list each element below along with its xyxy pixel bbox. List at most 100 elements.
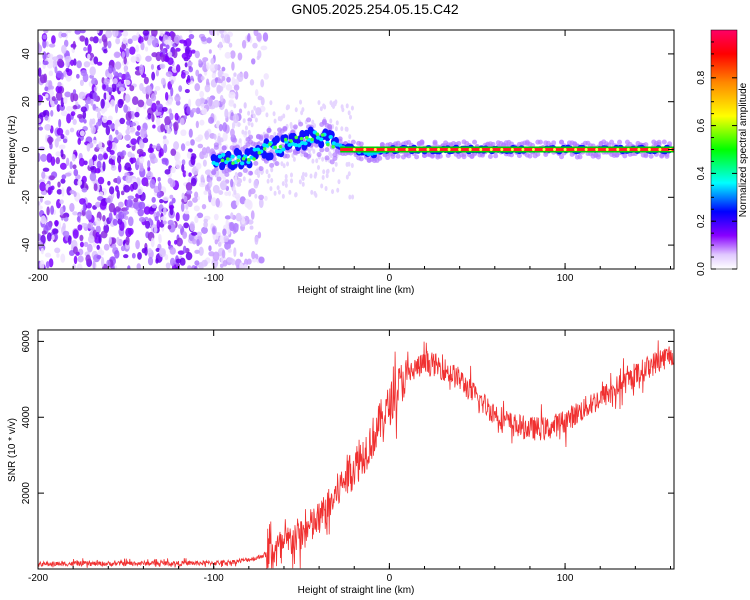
spectrogram-noise-mark: [166, 127, 172, 134]
spectrogram-halo-mark: [334, 161, 338, 167]
spectrogram-noise-mark: [143, 76, 149, 85]
spectrogram-halo-mark: [284, 173, 288, 179]
spectrogram-noise-mark: [147, 170, 152, 177]
spectrogram-noise-mark: [194, 191, 199, 199]
spectrogram-x-tick-label: 0: [387, 273, 393, 284]
spectrogram-noise-mark: [187, 148, 193, 153]
spectrogram-noise-mark: [131, 96, 139, 105]
spectrogram-y-tick-label: -40: [21, 237, 32, 252]
spectrogram-noise-mark: [169, 257, 176, 267]
spectrogram-noise-mark: [38, 146, 46, 151]
spectrogram-noise-mark: [239, 196, 246, 205]
spectrogram-ridge-halo: [643, 142, 649, 148]
spectrogram-noise-mark: [258, 198, 264, 209]
spectrogram-noise-mark: [156, 103, 164, 111]
spectrogram-noise-mark: [182, 231, 188, 239]
spectrogram-noise-mark: [146, 36, 153, 46]
spectrogram-noise-mark: [224, 108, 229, 119]
spectrogram-ridge-halo: [221, 145, 227, 151]
spectrogram-noise-mark: [88, 158, 94, 167]
spectrogram-halo-mark: [289, 172, 293, 178]
spectrogram-noise-mark: [170, 79, 174, 85]
spectrogram-noise-mark: [208, 245, 212, 252]
spectrogram-noise-mark: [103, 243, 110, 251]
spectrogram-ridge-halo: [316, 152, 322, 158]
spectrogram-noise-mark: [147, 256, 154, 266]
spectrogram-noise-mark: [77, 113, 84, 119]
spectrogram-core-yellow: [658, 148, 662, 151]
spectrogram-noise-mark: [62, 138, 68, 144]
spectrogram-noise-mark: [69, 202, 75, 212]
spectrogram-ridge-green: [289, 139, 293, 143]
spectrogram-ridge-halo: [385, 155, 391, 161]
spectrogram-ridge-halo: [269, 162, 275, 168]
colorbar-tick-label: 0.0: [696, 262, 707, 276]
spectrogram-noise-mark: [183, 195, 188, 203]
spectrogram-noise-mark: [147, 160, 151, 168]
spectrogram-noise-mark: [135, 106, 140, 113]
spectrogram-noise-mark: [153, 225, 158, 234]
spectrogram-noise-mark: [194, 50, 200, 59]
spectrogram-noise-mark: [204, 132, 209, 138]
spectrogram-ridge-halo: [432, 139, 438, 145]
spectrogram-noise-mark: [118, 162, 122, 173]
spectrogram-noise-mark: [127, 195, 135, 200]
spectrogram-halo-mark: [286, 104, 290, 110]
spectrogram-noise-mark: [127, 216, 134, 227]
colorbar-ticks: 0.0 0.2 0.4 0.6 0.8: [696, 41, 737, 276]
snr-x-tick-label: -100: [204, 573, 224, 584]
spectrogram-noise-mark: [211, 72, 216, 79]
spectrogram-ridge-halo: [487, 154, 493, 160]
spectrogram-halo-mark: [340, 126, 344, 132]
spectrogram-noise-mark: [182, 212, 190, 222]
spectrogram-noise-mark: [123, 79, 131, 86]
spectrogram-ridge-green: [326, 142, 330, 147]
spectrogram-noise-mark: [217, 241, 222, 247]
spectrogram-core-yellow: [447, 148, 451, 151]
spectrogram-noise-mark: [42, 39, 47, 49]
spectrogram-y-axis-label: Frequency (Hz): [7, 116, 18, 185]
spectrogram-ridge-cyan: [252, 147, 258, 152]
spectrogram-noise-mark: [95, 201, 101, 208]
spectrogram-halo-mark: [238, 138, 242, 144]
spectrogram-core-yellow: [373, 148, 377, 151]
spectrogram-halo-mark: [286, 161, 290, 167]
spectrogram-noise-mark: [246, 258, 252, 265]
spectrogram-noise-mark: [38, 118, 42, 124]
spectrogram-noise-mark: [235, 199, 240, 206]
spectrogram-noise-mark: [124, 162, 132, 171]
spectrogram-noise-mark: [234, 175, 238, 186]
spectrogram-noise-mark: [167, 224, 172, 230]
spectrogram-noise-mark: [43, 30, 49, 34]
spectrogram-noise-mark: [96, 111, 102, 120]
spectrogram-noise-mark: [138, 36, 144, 44]
spectrogram-noise-mark: [51, 234, 55, 241]
spectrogram-ridge-halo: [395, 153, 401, 159]
spectrogram-ridge-halo: [237, 172, 243, 178]
spectrogram-halo-mark: [340, 104, 344, 110]
spectrogram-noise-mark: [226, 76, 231, 83]
spectrogram-halo-mark: [273, 190, 277, 196]
spectrogram-halo-mark: [334, 126, 338, 132]
spectrogram-noise-mark: [132, 201, 140, 210]
spectrogram-halo-mark: [265, 169, 269, 175]
spectrogram-ridge-halo: [298, 121, 304, 127]
spectrogram-noise-mark: [64, 55, 72, 62]
spectrogram-noise-mark: [222, 122, 228, 132]
spectrogram-noise-mark: [79, 79, 84, 87]
spectrogram-noise-mark: [139, 156, 145, 164]
spectrogram-noise-mark: [111, 99, 115, 107]
spectrogram-halo-mark: [234, 172, 238, 178]
spectrogram-noise-mark: [121, 51, 126, 60]
spectrogram-noise-mark: [90, 166, 95, 171]
spectrogram-noise-mark: [89, 118, 93, 129]
spectrogram-noise-mark: [99, 201, 107, 210]
spectrogram-ridge-green: [273, 145, 277, 150]
spectrogram-core-yellow: [489, 148, 493, 151]
spectrogram-ridge-cyan: [224, 160, 229, 165]
spectrogram-noise-mark: [151, 37, 159, 48]
spectrogram-noise-mark: [183, 115, 188, 120]
spectrogram-noise-mark: [140, 42, 145, 51]
spectrogram-halo-mark: [288, 189, 292, 195]
snr-panel: -200 -100 0 100 2000 4000 6000 Height of stra…: [7, 329, 675, 596]
